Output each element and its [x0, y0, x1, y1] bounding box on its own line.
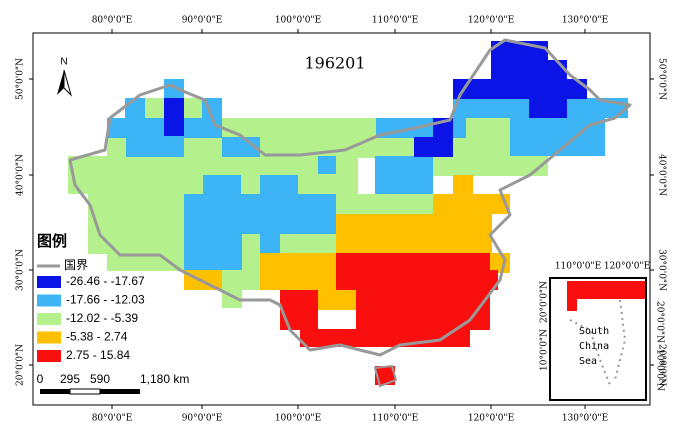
grid-cell: [491, 60, 567, 80]
grid-cell: [260, 175, 298, 195]
legend-label: 2.75 - 15.84: [66, 348, 130, 362]
scale-bar-label: 590: [90, 372, 110, 386]
lat-tick-label: 40°0'0"N: [657, 154, 667, 196]
legend-boundary-label: 国界: [64, 258, 88, 272]
grid-cell: [433, 194, 510, 214]
scale-bar-label: 1,180 km: [140, 372, 189, 386]
legend-swatch: [37, 331, 61, 344]
inset-lat-tick: 10°0'0"N: [655, 349, 665, 391]
grid-cell: [453, 79, 510, 99]
grid-cell: [145, 98, 165, 118]
svg-text:N: N: [60, 57, 67, 68]
legend-swatch: [37, 276, 61, 288]
grid-cell: [433, 270, 498, 290]
grid-cell: [510, 79, 587, 99]
hainan-boundary: [373, 364, 398, 388]
lon-tick-label: 80°0'0"E: [92, 16, 133, 26]
grid-cell: [433, 156, 548, 176]
grid-cell: [125, 98, 145, 118]
grid-cell: [375, 156, 433, 194]
lon-tick-label: 90°0'0"E: [182, 16, 223, 26]
grid-cell: [375, 366, 395, 385]
lon-tick-label: 100°0'0"E: [275, 16, 321, 26]
grid-cell: [260, 253, 336, 290]
lat-tick-label: 20°0'0"N: [16, 344, 26, 386]
grid-cell: [260, 233, 280, 253]
inset-lat-tick: 10°0'0"N: [540, 329, 550, 371]
legend-title: 图例: [37, 232, 67, 250]
lat-tick-label: 50°0'0"N: [16, 58, 26, 100]
grid-cell: [126, 137, 184, 157]
lat-tick-label: 30°0'0"N: [16, 249, 26, 291]
legend-label: -17.66 - -12.03: [66, 293, 145, 307]
grid-cell: [318, 290, 356, 310]
grid-cell: [567, 281, 645, 299]
lon-tick-label: 130°0'0"E: [562, 414, 608, 424]
lon-tick-label: 120°0'0"E: [468, 16, 514, 26]
inset-lat-tick: 20°0'0"N: [655, 301, 665, 343]
grid-cell: [203, 175, 241, 195]
legend-swatch: [37, 294, 61, 307]
scale-bar-label: 0: [37, 372, 44, 386]
grid-cell: [164, 98, 184, 136]
grid-cell: [567, 299, 577, 311]
lon-tick-label: 80°0'0"E: [92, 414, 133, 424]
lon-tick-label: 120°0'0"E: [468, 414, 514, 424]
lat-tick-label: 50°0'0"N: [657, 58, 667, 100]
legend-swatch: [37, 350, 61, 362]
inset-lon-tick: 110°0'0"E: [555, 262, 601, 272]
lon-tick-label: 90°0'0"E: [182, 414, 223, 424]
legend-label: -5.38 - 2.74: [66, 330, 128, 344]
lat-tick-label: 20°0'0"N: [657, 344, 667, 386]
legend-label: -26.46 - -17.67: [66, 274, 145, 288]
legend-label: -12.02 - -5.39: [66, 311, 138, 325]
grid-cell: [184, 233, 242, 270]
grid-cell: [529, 98, 567, 118]
lon-tick-label: 110°0'0"E: [372, 16, 418, 26]
legend-swatch: [37, 313, 61, 325]
scale-bar-label: 295: [60, 372, 80, 386]
lon-tick-label: 130°0'0"E: [562, 16, 608, 26]
grid-cell: [280, 290, 318, 330]
north-arrow: N: [57, 57, 72, 97]
lat-tick-label: 40°0'0"N: [16, 154, 26, 196]
grid-cell: [184, 194, 336, 234]
inset-label: China: [579, 341, 609, 352]
map-title: 196201: [304, 54, 365, 73]
inset-lon-tick: 120°0'0"E: [604, 262, 650, 272]
lon-tick-label: 110°0'0"E: [372, 414, 418, 424]
lat-tick-label: 30°0'0"N: [657, 249, 667, 291]
inset-map: [549, 277, 647, 401]
grid-cell: [356, 290, 490, 330]
grid-cell: [336, 214, 492, 254]
scale-bar: [40, 388, 140, 395]
lon-tick-label: 100°0'0"E: [275, 414, 321, 424]
legend: 图例 国界 -26.46 - -17.67 -17.66 - -12.03 -12.…: [37, 232, 145, 362]
national-boundary: [68, 38, 632, 357]
inset-label: Sea: [579, 356, 597, 367]
grid-cell: [453, 175, 473, 195]
inset-label: South: [579, 326, 609, 337]
grid-cell: [318, 156, 336, 174]
grid-cell: [222, 270, 262, 290]
grid-cell: [414, 137, 453, 157]
inset-lat-tick: 20°0'0"N: [540, 281, 550, 323]
grid-cell: [184, 98, 204, 118]
